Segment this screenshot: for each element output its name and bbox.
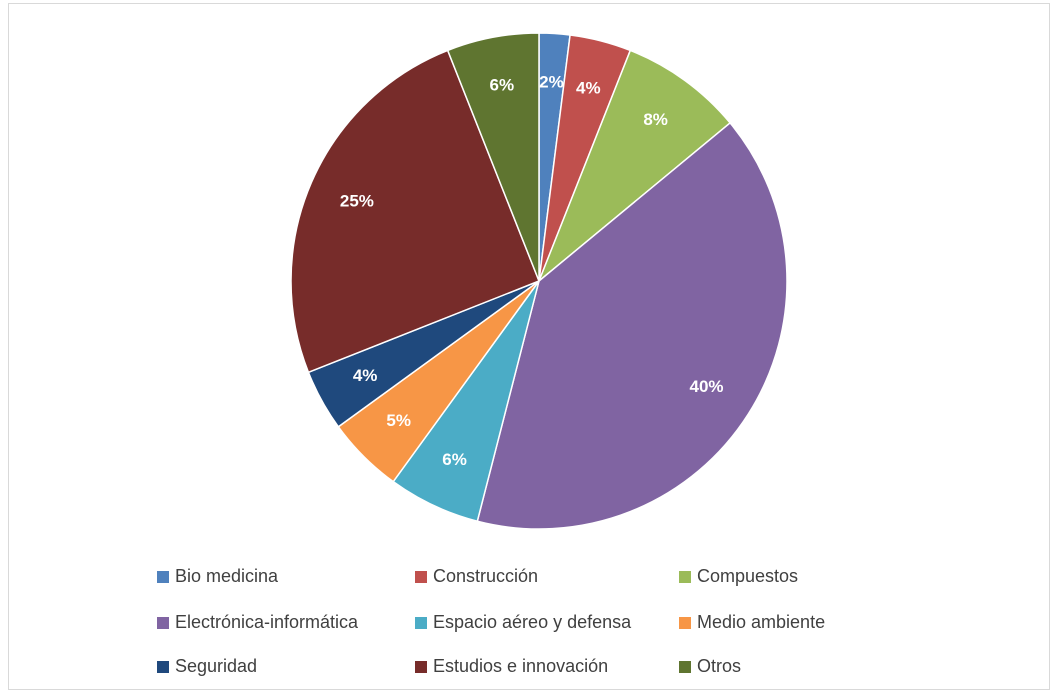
pie-slice	[476, 121, 788, 530]
legend-label: Compuestos	[697, 566, 798, 586]
legend-swatch	[157, 661, 169, 673]
legend-swatch	[679, 661, 691, 673]
legend-swatch	[157, 571, 169, 583]
data-label: 5%	[386, 411, 411, 430]
pie-slice	[290, 49, 540, 374]
data-label: 25%	[340, 192, 374, 211]
legend-label: Estudios e innovación	[433, 656, 608, 676]
data-label: 40%	[689, 377, 723, 396]
legend-swatch	[157, 617, 169, 629]
pie-slice	[538, 49, 732, 282]
legend-label: Otros	[697, 656, 741, 676]
legend-label: Construcción	[433, 566, 538, 586]
legend-label: Medio ambiente	[697, 612, 825, 632]
data-label: 4%	[576, 78, 601, 97]
legend-label: Seguridad	[175, 656, 257, 676]
data-label: 8%	[643, 110, 668, 129]
data-label: 6%	[490, 76, 515, 95]
legend-swatch	[415, 617, 427, 629]
legend-swatch	[679, 617, 691, 629]
data-label: 2%	[539, 72, 564, 91]
legend-label: Bio medicina	[175, 566, 279, 586]
data-label: 4%	[353, 366, 378, 385]
legend-swatch	[415, 571, 427, 583]
legend-swatch	[415, 661, 427, 673]
legend-label: Espacio aéreo y defensa	[433, 612, 632, 632]
legend-swatch	[679, 571, 691, 583]
data-label: 6%	[442, 450, 467, 469]
legend-label: Electrónica-informática	[175, 612, 359, 632]
pie-slice	[446, 32, 540, 282]
